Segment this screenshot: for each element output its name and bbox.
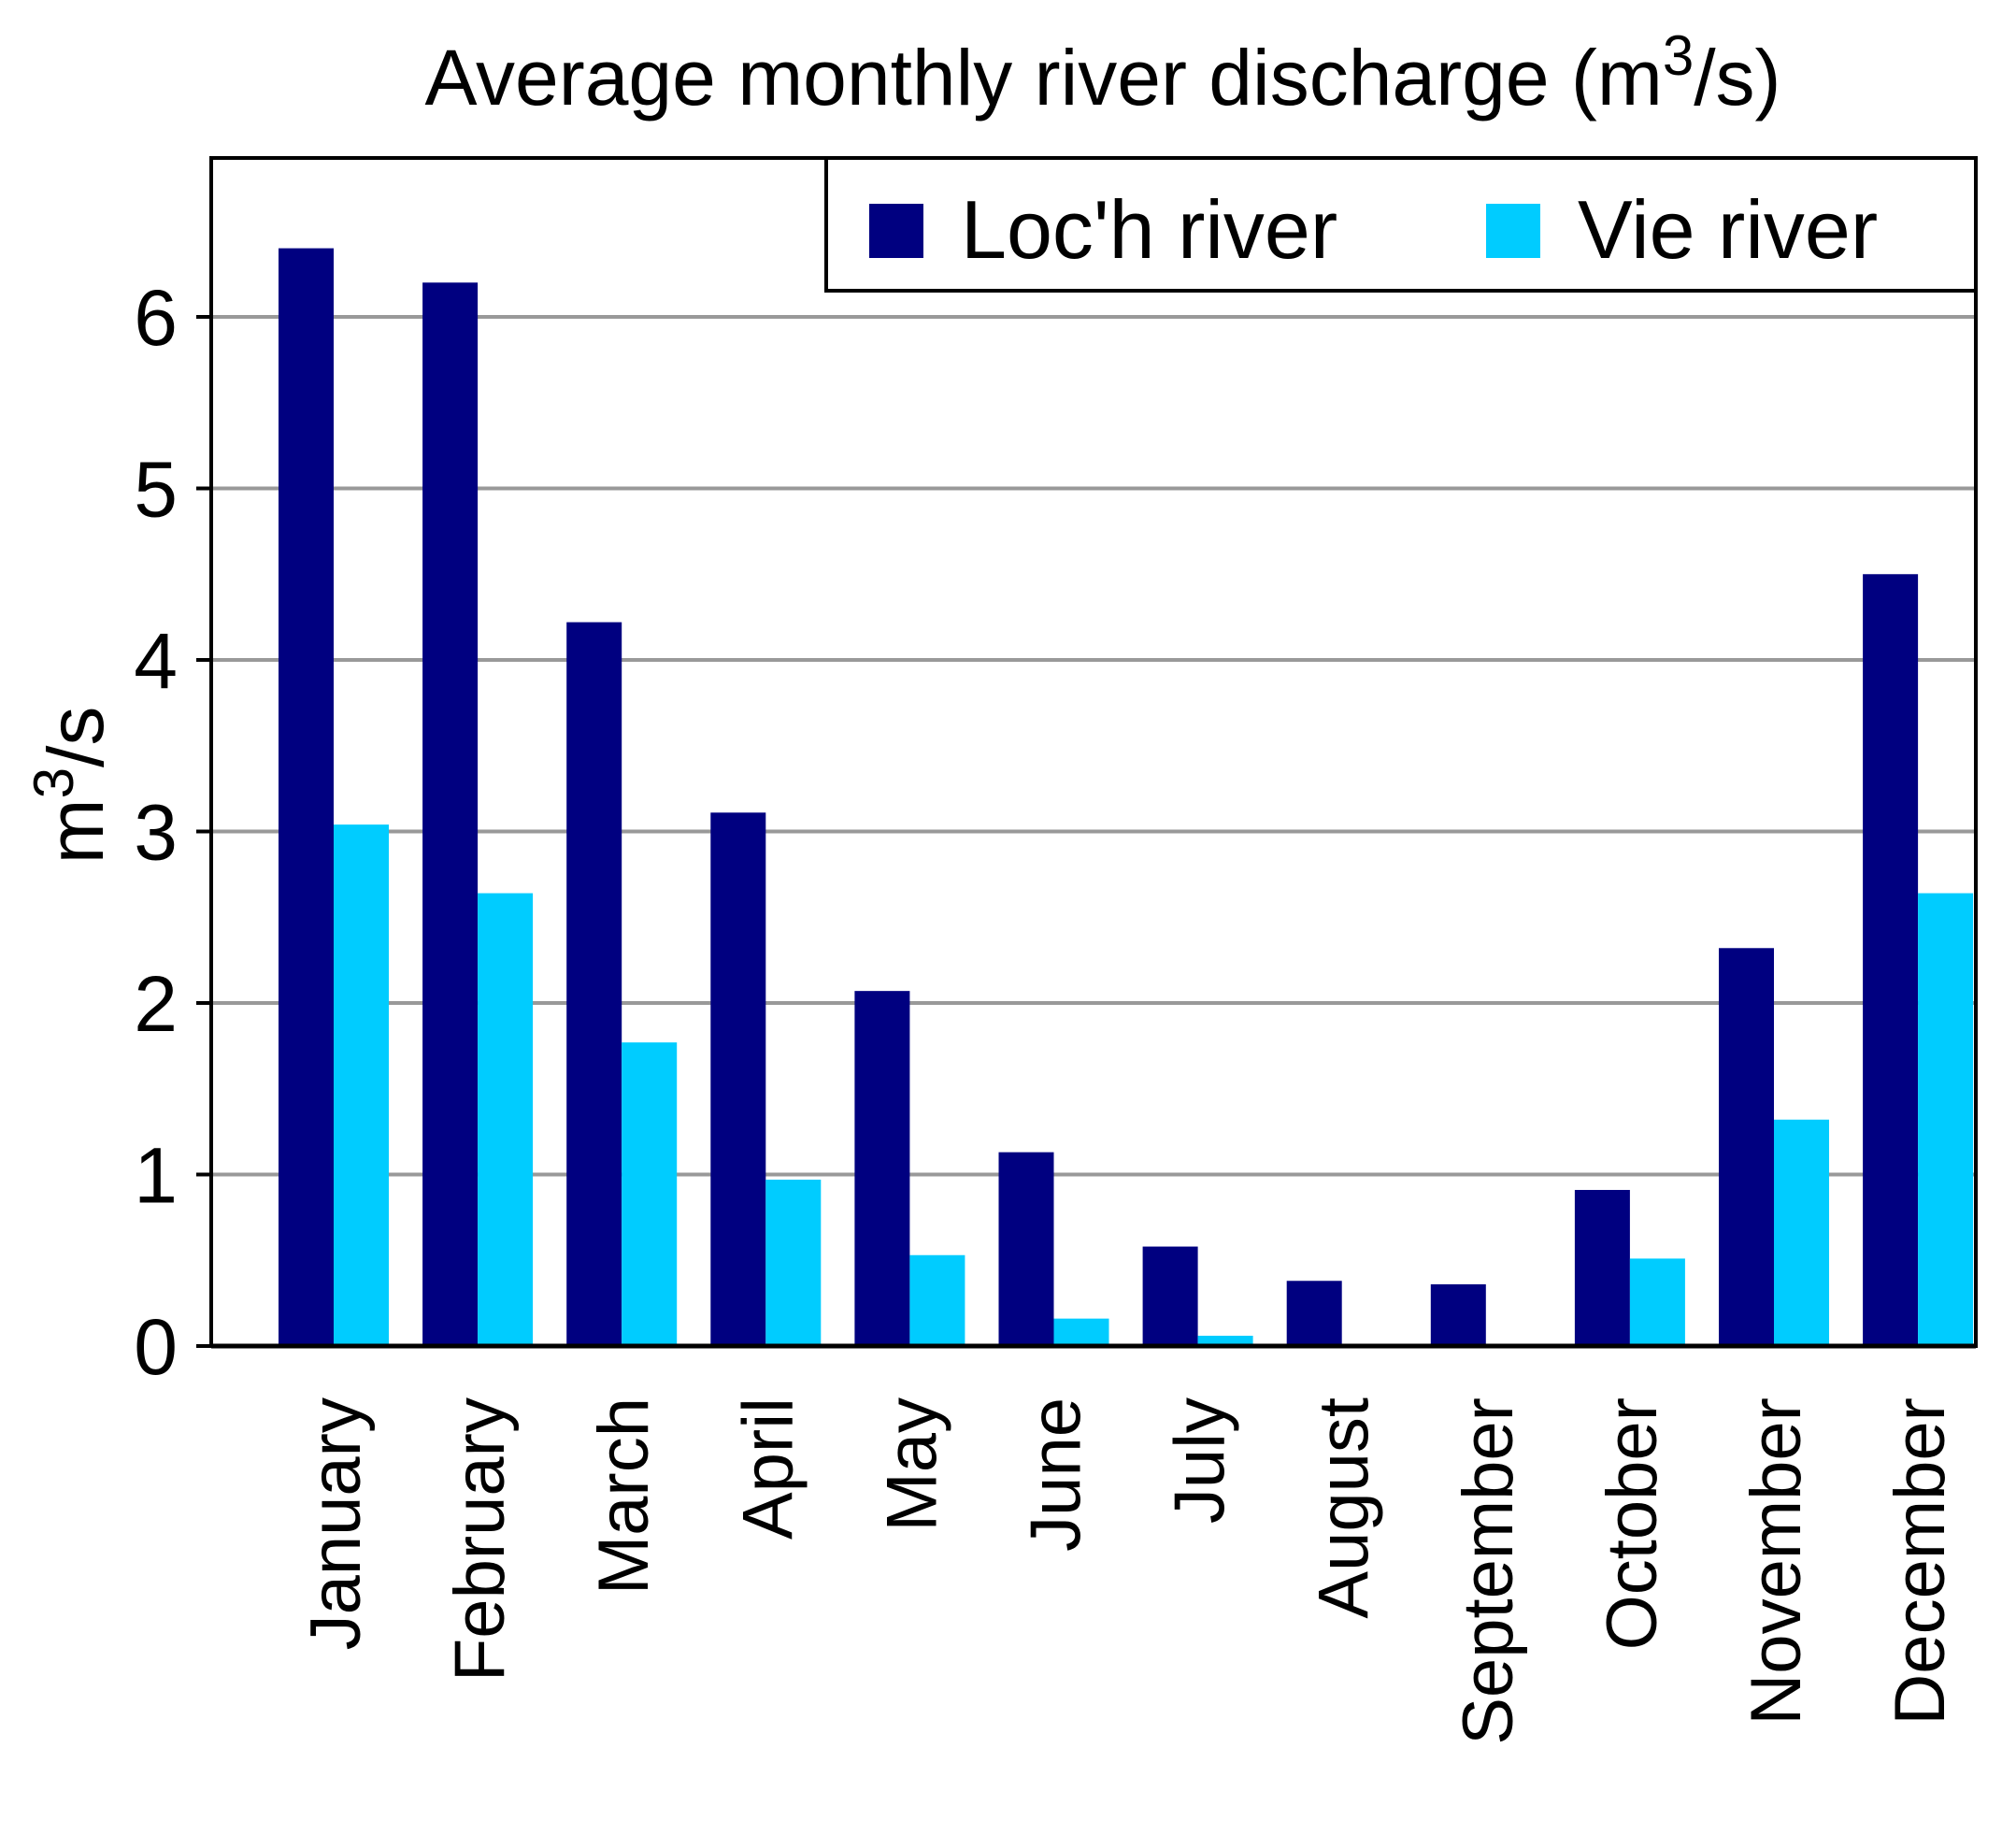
x-tick-label-july: July xyxy=(1161,1397,1240,1524)
bar-lochriver-march xyxy=(566,622,622,1346)
x-tick-label-march: March xyxy=(584,1397,664,1595)
bar-lochriver-august xyxy=(1286,1281,1342,1346)
y-axis-label-sup: 3 xyxy=(22,767,85,798)
legend-label-lochriver: Loc'h river xyxy=(961,183,1337,276)
x-tick-label-november: November xyxy=(1737,1397,1816,1726)
x-tick-label-june: June xyxy=(1017,1397,1096,1552)
y-tick-label: 5 xyxy=(134,446,178,534)
x-tick-label-may: May xyxy=(872,1397,951,1532)
legend-label-vieriver: Vie river xyxy=(1578,183,1878,276)
y-tick-label: 1 xyxy=(134,1132,178,1220)
bar-lochriver-september xyxy=(1430,1283,1486,1346)
chart-title-prefix: Average monthly river discharge (m xyxy=(425,34,1663,122)
bar-vieriver-may xyxy=(909,1254,965,1346)
y-tick-label: 6 xyxy=(134,274,178,362)
bar-lochriver-february xyxy=(422,282,479,1346)
y-tick-label: 2 xyxy=(134,960,178,1048)
bar-vieriver-january xyxy=(334,824,389,1346)
x-tick-label-april: April xyxy=(728,1397,808,1540)
bars xyxy=(279,248,1974,1347)
bar-lochriver-december xyxy=(1863,574,1919,1346)
y-axis-label: m3/s xyxy=(22,707,120,865)
legend-swatch-vieriver xyxy=(1486,204,1540,258)
bar-lochriver-april xyxy=(710,812,766,1346)
bar-vieriver-june xyxy=(1053,1318,1109,1346)
x-tick-label-august: August xyxy=(1305,1397,1384,1619)
bar-lochriver-june xyxy=(998,1152,1054,1346)
bar-vieriver-october xyxy=(1629,1258,1685,1346)
x-tick-label-february: February xyxy=(440,1397,520,1682)
chart-title: Average monthly river discharge (m3/s) xyxy=(425,24,1781,122)
y-tick-label: 3 xyxy=(134,789,178,877)
x-tick-label-september: September xyxy=(1449,1397,1528,1745)
x-tick-label-december: December xyxy=(1880,1397,1960,1726)
bar-lochriver-october xyxy=(1574,1190,1630,1346)
bar-vieriver-february xyxy=(478,893,534,1346)
x-axis-labels: January February March April May June July Augu… xyxy=(296,1397,1960,1745)
bar-vieriver-march xyxy=(622,1042,678,1346)
legend-box xyxy=(824,156,1978,293)
bar-lochriver-january xyxy=(279,248,334,1347)
y-axis-label-suffix: /s xyxy=(32,707,120,767)
bar-lochriver-july xyxy=(1142,1246,1198,1346)
legend: Loc'h river Vie river xyxy=(824,156,1978,293)
bar-vieriver-december xyxy=(1918,893,1974,1346)
y-tick-label: 0 xyxy=(134,1303,178,1391)
bar-lochriver-november xyxy=(1719,948,1774,1346)
y-axis-label-prefix: m xyxy=(32,798,120,864)
bar-vieriver-july xyxy=(1197,1335,1253,1346)
chart-title-sup: 3 xyxy=(1663,24,1694,87)
bar-vieriver-november xyxy=(1774,1119,1829,1346)
x-tick-label-january: January xyxy=(296,1397,376,1650)
chart-title-suffix: /s) xyxy=(1694,34,1780,122)
y-axis-ticks: 0 1 2 3 4 5 6 xyxy=(134,274,211,1391)
bar-vieriver-april xyxy=(765,1180,822,1346)
y-tick-label: 4 xyxy=(134,617,178,705)
x-tick-label-october: October xyxy=(1593,1397,1672,1650)
legend-swatch-lochriver xyxy=(869,204,923,258)
bar-lochriver-may xyxy=(854,991,910,1346)
